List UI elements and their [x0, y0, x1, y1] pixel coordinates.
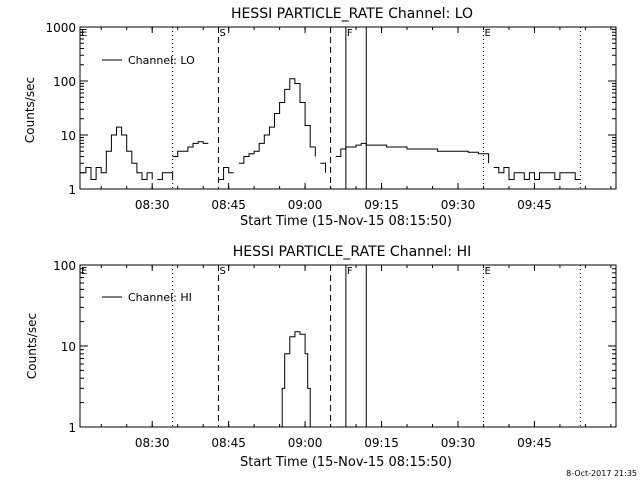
x-tick-label: 08:30 — [135, 436, 170, 450]
event-marker-label: S — [219, 266, 225, 277]
series-line — [238, 78, 316, 164]
plot-frame — [79, 264, 617, 428]
x-tick-label: 08:45 — [211, 198, 246, 212]
series-line — [279, 331, 311, 428]
legend-label: Channel: LO — [128, 54, 195, 67]
x-tick-label: 09:15 — [364, 198, 399, 212]
x-tick-label: 08:45 — [211, 436, 246, 450]
event-marker-label: F — [347, 266, 353, 277]
series-line — [172, 141, 209, 157]
x-tick-label: 09:45 — [517, 198, 552, 212]
panel-lo: HESSI PARTICLE_RATE Channel: LO Start Ti… — [23, 6, 617, 229]
event-marker-label: F — [347, 28, 353, 39]
series-line — [157, 172, 174, 180]
x-axis-label: Start Time (15-Nov-15 08:15:50) — [240, 214, 452, 229]
x-tick-label: 09:30 — [441, 436, 476, 450]
x-tick-label: 09:15 — [364, 436, 399, 450]
event-marker-label: E — [484, 266, 490, 277]
event-marker-label: E — [81, 266, 87, 277]
series-line — [320, 162, 326, 173]
series-line — [493, 167, 581, 180]
series-line — [80, 126, 153, 180]
y-tick-label: 100 — [53, 259, 76, 273]
event-marker-label: E — [484, 28, 490, 39]
panel-hi: HESSI PARTICLE_RATE Channel: HI Start Ti… — [25, 244, 617, 470]
y-tick-label: 1000 — [45, 21, 76, 35]
legend-label: Channel: HI — [128, 291, 192, 304]
series-line — [218, 167, 234, 180]
event-marker-label: E — [81, 28, 87, 39]
x-tick-label: 09:00 — [288, 436, 323, 450]
series-line — [335, 142, 490, 164]
event-marker-label: S — [219, 28, 225, 39]
x-axis-label: Start Time (15-Nov-15 08:15:50) — [240, 455, 452, 470]
x-tick-label: 08:30 — [135, 198, 170, 212]
y-tick-label: 100 — [53, 75, 76, 89]
y-tick-label: 10 — [61, 129, 76, 143]
y-axis-label: Counts/sec — [23, 77, 37, 143]
chart-title: HESSI PARTICLE_RATE Channel: HI — [233, 244, 471, 260]
y-tick-label: 1 — [68, 421, 76, 435]
y-tick-label: 1 — [68, 183, 76, 197]
x-tick-label: 09:00 — [288, 198, 323, 212]
y-axis-label: Counts/sec — [25, 313, 39, 379]
chart-title: HESSI PARTICLE_RATE Channel: LO — [231, 6, 473, 22]
footer-timestamp: 8-Oct-2017 21:35 — [566, 469, 637, 478]
y-tick-label: 10 — [61, 340, 76, 354]
x-tick-label: 09:30 — [441, 198, 476, 212]
x-tick-label: 09:45 — [517, 436, 552, 450]
plot-frame — [79, 26, 617, 190]
